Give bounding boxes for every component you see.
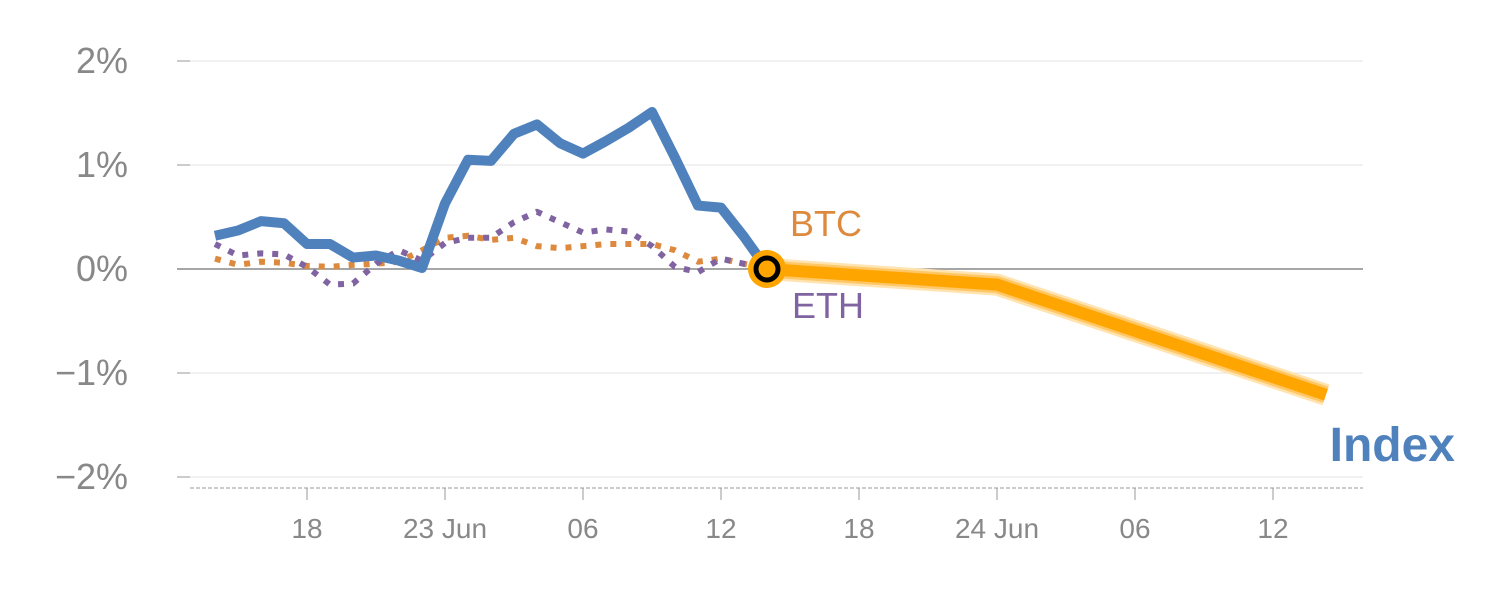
forecast-line [766, 263, 1328, 401]
x-tick-label: 18 [291, 513, 322, 544]
x-tick-label: 23 Jun [403, 513, 487, 544]
eth-line [213, 208, 768, 288]
x-tick-label: 06 [567, 513, 598, 544]
x-axis: 18 23 Jun 06 12 18 24 Jun 06 12 [291, 488, 1289, 544]
series-lines [213, 106, 1330, 406]
x-tick-label: 24 Jun [955, 513, 1039, 544]
x-tick-label: 06 [1119, 513, 1150, 544]
current-point-marker-inner [753, 255, 781, 283]
y-tick-label: −1% [55, 352, 128, 393]
index-label: Index [1330, 419, 1456, 472]
y-tick-label: 1% [76, 144, 128, 185]
y-tick-label: 0% [76, 248, 128, 289]
x-tick-label: 18 [843, 513, 874, 544]
btc-line [214, 232, 768, 272]
y-tick-label: 2% [76, 40, 128, 81]
x-tick-label: 12 [705, 513, 736, 544]
btc-label: BTC [790, 203, 862, 244]
y-axis: 2% 1% 0% −1% −2% [55, 40, 128, 497]
index-line [213, 106, 772, 273]
eth-label: ETH [792, 285, 864, 326]
x-tick-label: 12 [1257, 513, 1288, 544]
series-labels: BTC ETH Index [790, 203, 1455, 472]
y-tick-label: −2% [55, 456, 128, 497]
